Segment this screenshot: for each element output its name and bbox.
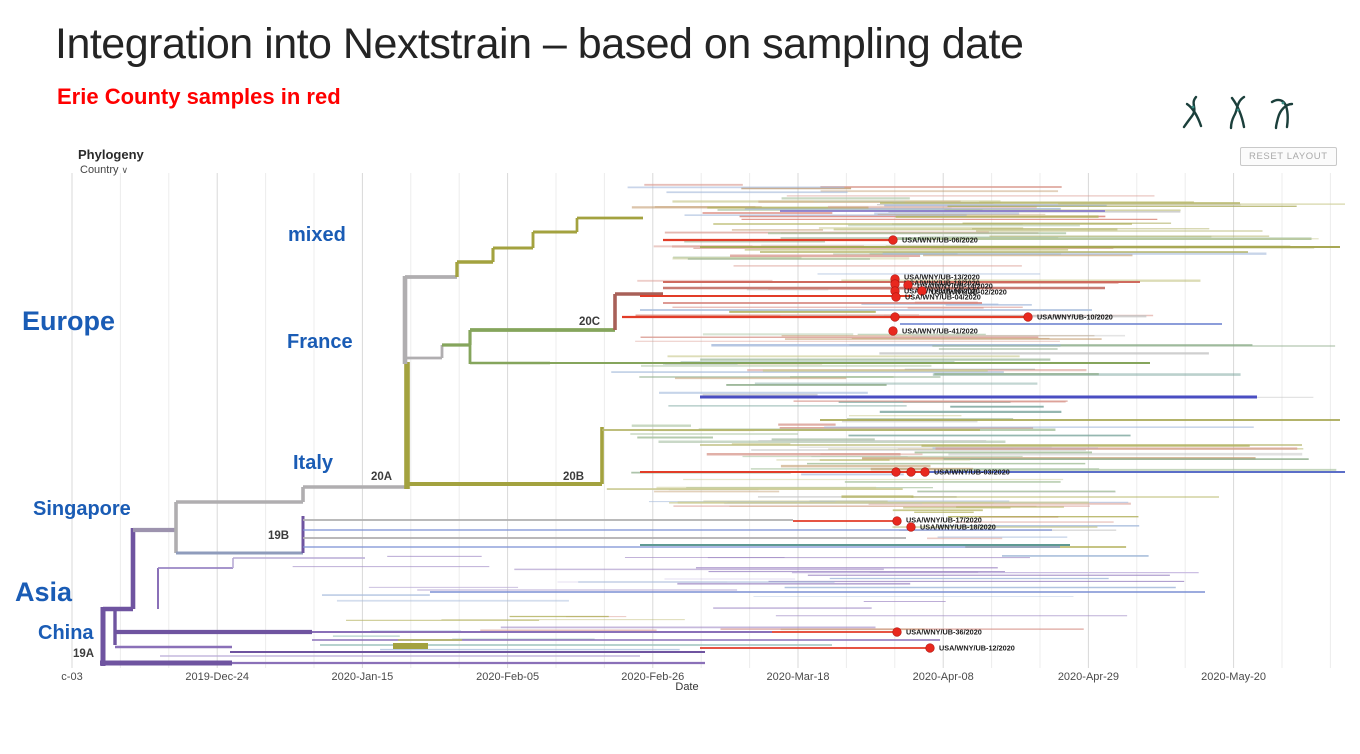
color-by-dropdown[interactable]: Country ∨ [80,164,128,176]
axis-tick-label: 2020-Feb-05 [476,671,539,683]
sample-label: USA/WNY/UB-12/2020 [939,644,1015,653]
sample-label: USA/WNY/UB-41/2020 [902,327,978,336]
sample-label: USA/WNY/UB-04/2020 [905,293,981,302]
axis-tick-label: 2020-Feb-26 [621,671,684,683]
sample-label: USA/WNY/UB-36/2020 [906,628,982,637]
axis-tick-label: 2020-May-20 [1201,671,1266,683]
axis-tick-label: c-03 [61,671,82,683]
clade-label: 20A [371,471,392,483]
axis-tick-label: 2020-Apr-29 [1058,671,1119,683]
slide-subtitle: Erie County samples in red [57,84,341,109]
sample-dot[interactable] [1023,312,1033,322]
sample-dot[interactable] [903,280,913,290]
sample-label: USA/WNY/UB-03/2020 [934,468,1010,477]
sample-dot[interactable] [888,235,898,245]
figure-glyph-icon-3 [1270,98,1294,130]
sample-label: USA/WNY/UB-16/2020 [904,287,980,296]
clade-label: 20C [579,316,600,328]
sample-label: USA/WNY/UB-18/2020 [920,523,996,532]
sample-dot[interactable] [925,643,935,653]
sample-dot[interactable] [891,467,901,477]
region-label-italy: Italy [293,452,334,474]
sample-dot[interactable] [892,627,902,637]
axis-tick-label: 2019-Dec-24 [185,671,249,683]
figure-glyph-icon-1 [1182,95,1203,129]
region-label-europe: Europe [22,306,116,336]
sample-dot[interactable] [892,516,902,526]
sample-label: USA/WNY/UB-02/2020 [931,288,1007,297]
sample-label: USA/WNY/UB-10/2020 [1037,313,1113,322]
axis-tick-label: 2020-Mar-18 [767,671,830,683]
region-label-mixed: mixed [288,224,346,246]
sample-dot[interactable] [890,312,900,322]
figure-glyph-icon-2 [1229,95,1246,130]
axis-tick-label: 2020-Jan-15 [332,671,394,683]
sample-dot[interactable] [920,467,930,477]
reset-layout-button[interactable]: RESET LAYOUT [1240,147,1337,166]
region-label-france: France [287,331,353,353]
sample-dot[interactable] [891,292,901,302]
axis-title: Date [675,681,698,693]
decorative-figure-icons [1178,92,1296,132]
region-label-singapore: Singapore [33,498,131,520]
clade-label: 20B [563,471,584,483]
sample-dot[interactable] [888,326,898,336]
sample-dot[interactable] [906,522,916,532]
slide-title: Integration into Nextstrain – based on s… [55,20,1024,68]
color-by-dropdown-label: Country [80,164,119,176]
axis-tick-label: 2020-Apr-08 [913,671,974,683]
sample-label: USA/WNY/UB-13/2020 [904,273,980,282]
region-label-asia: Asia [15,577,73,607]
clade-label: 19B [268,530,289,542]
sample-label: USA/WNY/UB-06/2020 [902,236,978,245]
region-label-china: China [38,622,94,644]
clade-label: 19A [73,648,94,660]
sample-dot[interactable] [917,286,927,296]
chevron-down-icon: ∨ [121,165,129,175]
sample-label: USA/WNY/UB-14/2020 [917,282,993,291]
phylogeny-panel-title: Phylogeny [78,147,144,162]
sample-dot[interactable] [906,467,916,477]
sample-label: USA/WNY/UB-17/2020 [906,516,982,525]
sample-label: USA/WNY/UB-18/2020 [904,279,980,288]
